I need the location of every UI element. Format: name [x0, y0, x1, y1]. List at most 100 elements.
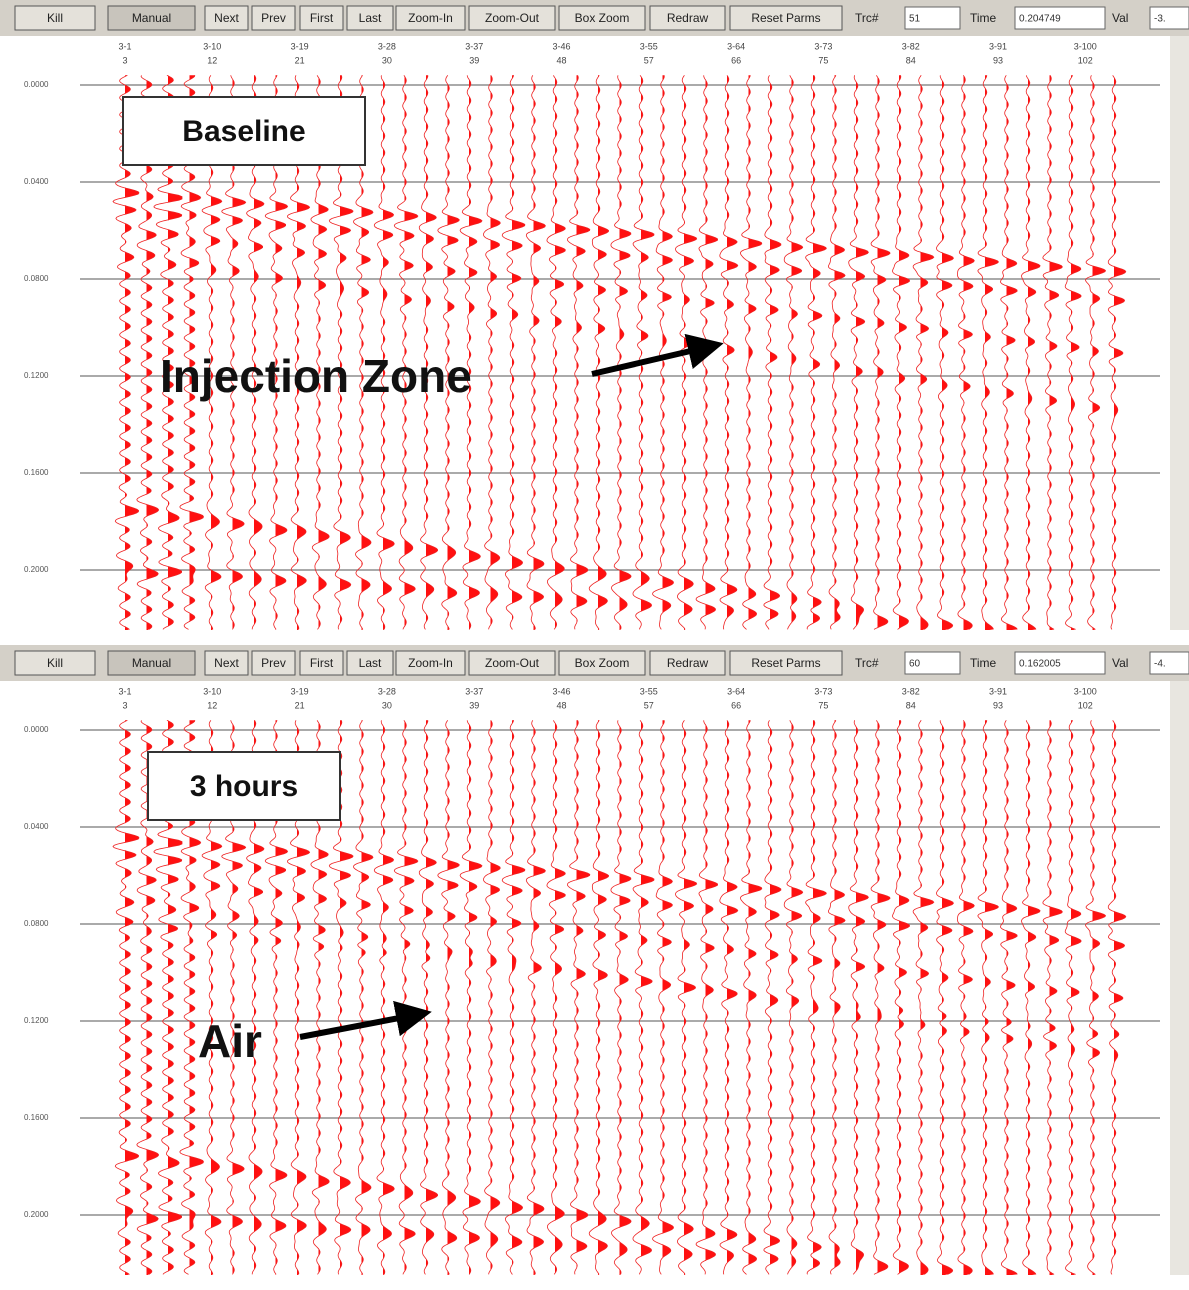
trace-label-top: 3-91 [989, 41, 1007, 51]
trace-wiggle [246, 75, 265, 630]
toolbar-button[interactable] [395, 650, 466, 676]
trace-wiggle [827, 75, 846, 630]
trace-label-bottom: 66 [731, 700, 741, 710]
button-label: Manual [132, 11, 171, 25]
toolbar-button[interactable] [204, 650, 249, 676]
text-field[interactable] [1014, 6, 1106, 30]
trace-label-bottom: 39 [469, 700, 479, 710]
trace-wiggle [1042, 75, 1063, 630]
trace-fill [404, 720, 418, 1275]
trace-wiggle [870, 75, 891, 630]
toolbar-button[interactable] [649, 5, 726, 31]
button-label: Redraw [667, 656, 709, 670]
toolbar-button[interactable] [299, 650, 344, 676]
trace-fill [1006, 75, 1018, 630]
toolbar-button[interactable] [729, 5, 843, 31]
toolbar-button[interactable] [558, 5, 646, 31]
trace-wiggle [221, 75, 247, 630]
button-label: Reset Parms [751, 11, 820, 25]
toolbar-button[interactable] [14, 5, 96, 31]
time-label: 0.0800 [24, 919, 49, 928]
trace-fill [598, 720, 609, 1275]
toolbar-button[interactable] [204, 5, 249, 31]
trace-fill [533, 75, 546, 630]
trace-fill [232, 720, 246, 1275]
trace-wiggle [957, 75, 975, 630]
trace-fill [1114, 75, 1126, 630]
toolbar-button[interactable] [468, 650, 556, 676]
trace-wiggle [719, 720, 739, 1275]
trace-wiggle [892, 720, 910, 1275]
toolbar-button[interactable] [346, 650, 394, 676]
trace-label-bottom: 39 [469, 55, 479, 65]
trace-wiggle [373, 720, 395, 1275]
text-field[interactable] [904, 651, 961, 675]
trace-fill [662, 720, 674, 1275]
toolbar-button[interactable] [251, 650, 296, 676]
text-field[interactable] [904, 6, 961, 30]
trace-wiggle [588, 75, 610, 630]
toolbar-button[interactable] [729, 650, 843, 676]
trace-wiggle [675, 720, 698, 1275]
trace-wiggle [1064, 75, 1082, 630]
button-label: Manual [132, 656, 171, 670]
trace-wiggle [805, 720, 827, 1275]
trace-fill [1028, 75, 1041, 630]
trace-wiggle [783, 75, 804, 630]
trace-wiggle [740, 75, 763, 630]
trace-fill [770, 720, 781, 1275]
text-field[interactable] [1149, 6, 1189, 30]
trace-wiggle [437, 720, 460, 1275]
trace-wiggle [153, 75, 183, 630]
field-value: 60 [909, 659, 921, 670]
trace-fill [1092, 75, 1106, 630]
toolbar-button[interactable] [251, 5, 296, 31]
time-label: 0.2000 [24, 1210, 49, 1219]
time-label: 0.2000 [24, 565, 49, 574]
trace-label-bottom: 12 [207, 55, 217, 65]
trace-group [112, 720, 1127, 1275]
trace-wiggle [179, 75, 204, 630]
trace-wiggle [632, 720, 655, 1275]
toolbar-button[interactable] [468, 5, 556, 31]
scrollbar [1170, 36, 1189, 630]
toolbar-button[interactable] [14, 650, 96, 676]
toolbar-button[interactable] [299, 5, 344, 31]
text-field[interactable] [1149, 651, 1189, 675]
trace-wiggle [763, 75, 782, 630]
trace-wiggle [1107, 75, 1127, 630]
field-label: Val [1112, 656, 1128, 670]
trace-fill [856, 75, 869, 630]
toolbar-button[interactable] [395, 5, 466, 31]
trace-wiggle [1021, 720, 1041, 1275]
toolbar-button[interactable] [558, 650, 646, 676]
trace-label-bottom: 30 [382, 55, 392, 65]
trace-label-bottom: 102 [1078, 700, 1093, 710]
trace-label-bottom: 30 [382, 700, 392, 710]
trace-fill [211, 75, 222, 630]
text-field[interactable] [1014, 651, 1106, 675]
field-value: 0.162005 [1019, 659, 1061, 670]
trace-label-top: 3-100 [1074, 41, 1097, 51]
toolbar-button[interactable] [107, 5, 196, 31]
trace-wiggle [1085, 720, 1106, 1275]
trace-fill [490, 75, 501, 630]
seismic-panel: Kill Manual Next Prev First Last Zoom-In Zoom-O… [0, 645, 1189, 1275]
trace-label-bottom: 57 [644, 700, 654, 710]
trace-wiggle [719, 75, 739, 630]
trace-wiggle [588, 720, 610, 1275]
trace-fill [533, 720, 546, 1275]
panel-label: Baseline [182, 115, 305, 148]
trace-label-top: 3-64 [727, 686, 745, 696]
trace-fill [813, 720, 827, 1275]
trace-wiggle [805, 75, 827, 630]
button-label: Prev [261, 656, 286, 670]
toolbar-button[interactable] [649, 650, 726, 676]
trace-label-top: 3-19 [291, 41, 309, 51]
trace-wiggle [912, 75, 935, 630]
trace-wiggle [393, 75, 419, 630]
button-label: Next [214, 656, 239, 670]
button-label: Last [359, 11, 382, 25]
toolbar-button[interactable] [346, 5, 394, 31]
toolbar-button[interactable] [107, 650, 196, 676]
